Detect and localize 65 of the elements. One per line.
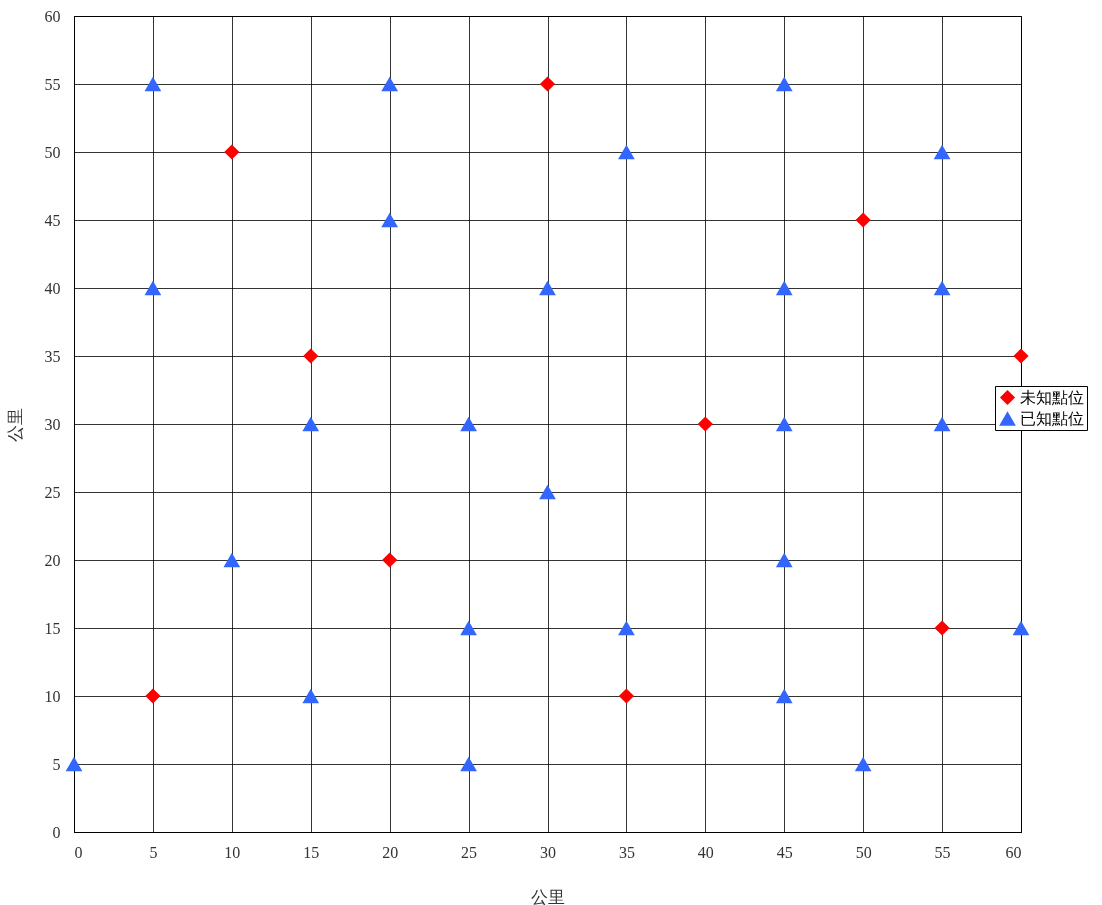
point — [933, 416, 951, 432]
x-tick-label: 0 — [74, 843, 83, 861]
point — [618, 144, 635, 160]
point — [145, 688, 161, 704]
point — [854, 756, 872, 772]
y-tick-label: 10 — [44, 687, 61, 705]
point — [618, 620, 635, 636]
point — [302, 416, 320, 432]
point — [144, 76, 162, 92]
point — [144, 280, 162, 296]
y-tick-label: 5 — [52, 755, 61, 773]
y-tick-label: 30 — [44, 415, 61, 433]
point — [539, 76, 556, 92]
y-tick-label: 0 — [52, 823, 61, 841]
x-tick-label: 55 — [934, 843, 951, 861]
point — [302, 688, 320, 704]
point — [223, 552, 241, 568]
x-tick-label: 20 — [382, 843, 399, 861]
y-tick-label: 45 — [44, 211, 61, 229]
point — [1013, 348, 1029, 364]
point — [775, 552, 793, 568]
y-tick-label: 55 — [44, 75, 61, 93]
point — [775, 76, 793, 92]
y-tick-label: 20 — [44, 551, 61, 569]
point — [460, 620, 477, 636]
point — [65, 756, 83, 772]
point — [382, 552, 398, 568]
y-tick-label: 50 — [44, 143, 61, 161]
point — [381, 76, 399, 92]
x-tick-label: 5 — [149, 843, 158, 861]
legend-label: 未知點位 — [1020, 388, 1084, 406]
x-tick-label: 35 — [618, 843, 635, 861]
point — [618, 688, 634, 704]
point — [933, 280, 951, 296]
x-tick-label: 50 — [855, 843, 872, 861]
x-tick-label: 40 — [697, 843, 714, 861]
y-tick-label: 40 — [44, 279, 61, 297]
y-tick-label: 35 — [44, 347, 61, 365]
point — [933, 144, 951, 160]
y-axis-title: 公里 — [5, 407, 25, 442]
point — [775, 688, 793, 704]
x-tick-label: 25 — [461, 843, 478, 861]
point — [381, 212, 399, 228]
point — [1012, 620, 1030, 636]
point — [775, 280, 793, 296]
x-tick-label: 30 — [540, 843, 556, 861]
point — [303, 348, 319, 364]
point — [775, 416, 793, 432]
point — [224, 144, 240, 160]
point — [934, 620, 950, 636]
point — [539, 280, 556, 296]
point — [460, 756, 477, 772]
y-tick-label: 15 — [44, 619, 61, 637]
x-tick-label: 10 — [224, 843, 241, 861]
y-tick-label: 60 — [44, 7, 61, 25]
point — [539, 484, 556, 500]
x-tick-label: 15 — [303, 843, 320, 861]
y-tick-label: 25 — [44, 483, 61, 501]
point — [697, 416, 713, 432]
x-tick-label: 60 — [1005, 843, 1022, 861]
point — [855, 212, 871, 228]
legend-label: 已知點位 — [1020, 409, 1084, 427]
x-tick-label: 45 — [776, 843, 793, 861]
point — [460, 416, 477, 432]
x-axis-title: 公里 — [531, 887, 565, 905]
